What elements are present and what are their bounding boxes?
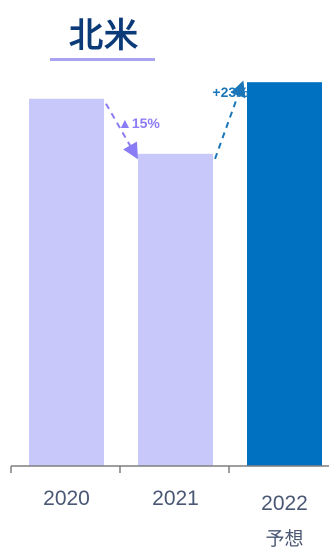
- bar-2021: [138, 153, 213, 466]
- x-sublabel-2022: 予想: [265, 528, 303, 550]
- growth-arrow: [214, 80, 246, 160]
- x-tick-label-2020: 2020: [43, 487, 90, 510]
- decline-label: ▲15%: [118, 115, 160, 131]
- chart-title: 北米: [69, 16, 139, 56]
- x-tick-label-2022: 2022: [261, 492, 308, 515]
- growth-label: +23%: [212, 84, 249, 100]
- bar-2020: [29, 98, 104, 467]
- x-tick-label-2021: 2021: [152, 487, 199, 510]
- title-underline: [50, 58, 155, 61]
- bar-2022: [247, 82, 322, 466]
